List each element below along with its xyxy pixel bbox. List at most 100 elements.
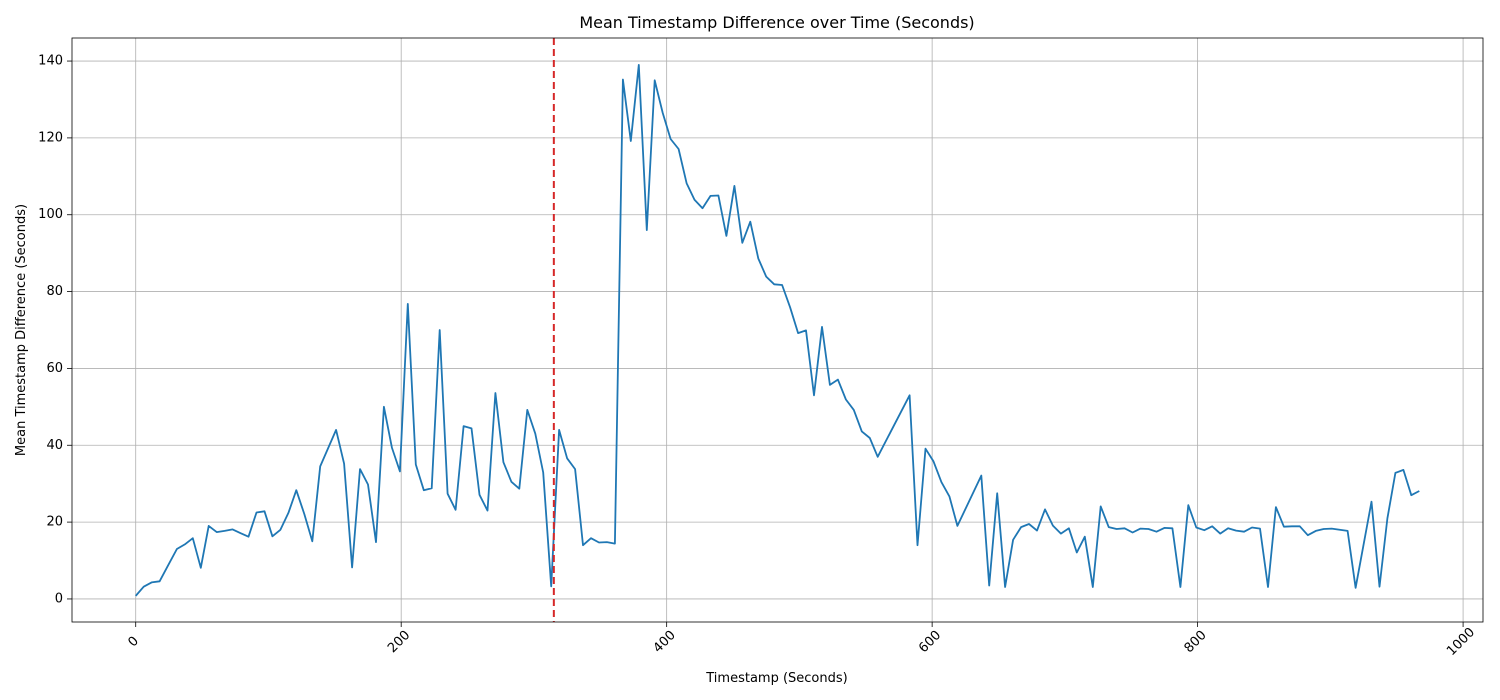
data-point <box>1148 528 1150 530</box>
data-point <box>447 493 449 495</box>
y-tick-label: 120 <box>38 130 63 145</box>
data-point <box>1211 525 1213 527</box>
x-tick-label: 200 <box>385 628 413 656</box>
data-point <box>208 525 210 527</box>
data-point <box>678 148 680 150</box>
data-point <box>1020 526 1022 528</box>
data-point <box>574 468 576 470</box>
data-point <box>1140 528 1142 530</box>
data-point <box>375 541 377 543</box>
data-point <box>1004 586 1006 588</box>
data-point <box>455 509 457 511</box>
ticks: 0 200 400 600 800 1000 0 20 40 60 80 100 120 140 <box>38 54 1478 659</box>
data-point <box>1307 534 1309 536</box>
data-point <box>1060 533 1062 535</box>
data-point <box>471 427 473 429</box>
data-point <box>558 429 560 431</box>
data-point <box>853 409 855 411</box>
data-point <box>1044 508 1046 510</box>
data-point <box>542 472 544 474</box>
data-point <box>550 585 552 587</box>
data-point <box>1315 530 1317 532</box>
data-point <box>367 484 369 486</box>
data-point <box>1219 533 1221 535</box>
data-point <box>1355 587 1357 589</box>
data-point <box>1227 527 1229 529</box>
data-point <box>1179 586 1181 588</box>
grid <box>72 38 1483 622</box>
data-point <box>359 468 361 470</box>
data-point <box>925 448 927 450</box>
data-point <box>566 457 568 459</box>
data-point <box>1251 527 1253 529</box>
y-tick-label: 40 <box>46 438 63 453</box>
data-point <box>686 182 688 184</box>
data-point <box>1386 517 1388 519</box>
data-point <box>1068 527 1070 529</box>
y-tick-label: 80 <box>46 284 63 299</box>
data-point <box>1267 586 1269 588</box>
data-point <box>606 541 608 543</box>
data-point <box>933 460 935 462</box>
x-tick-label: 600 <box>916 628 944 656</box>
data-point <box>407 303 409 305</box>
data-point <box>654 79 656 81</box>
y-tick-label: 20 <box>46 515 63 530</box>
data-point <box>151 581 153 583</box>
data-point <box>948 495 950 497</box>
data-point <box>757 258 759 260</box>
data-point <box>670 138 672 140</box>
data-point <box>518 488 520 490</box>
data-point <box>988 585 990 587</box>
data-point <box>335 429 337 431</box>
data-point <box>526 409 528 411</box>
data-point <box>167 565 169 567</box>
data-point <box>829 384 831 386</box>
data-point <box>1371 501 1373 503</box>
data-point <box>176 548 178 550</box>
data-point <box>781 284 783 286</box>
y-tick-label: 100 <box>38 207 63 222</box>
data-point <box>741 242 743 244</box>
data-point <box>383 406 385 408</box>
data-point <box>1331 528 1333 530</box>
data-point <box>1108 526 1110 528</box>
data-point <box>463 425 465 427</box>
data-point <box>622 79 624 81</box>
data-point <box>1132 532 1134 534</box>
data-point <box>909 394 911 396</box>
series-line <box>135 64 1420 597</box>
data-point <box>1418 490 1420 492</box>
data-point <box>725 235 727 237</box>
data-point <box>224 530 226 532</box>
data-point <box>694 199 696 201</box>
data-point <box>240 532 242 534</box>
x-tick-label: 0 <box>125 634 141 650</box>
data-point <box>1259 528 1261 530</box>
data-point <box>271 535 273 537</box>
data-point <box>717 195 719 197</box>
data-point <box>956 525 958 527</box>
data-point <box>733 185 735 187</box>
data-point <box>598 542 600 544</box>
data-point <box>200 567 202 569</box>
data-point <box>1410 494 1412 496</box>
data-point <box>662 112 664 114</box>
data-point <box>423 489 425 491</box>
data-point <box>996 492 998 494</box>
data-point <box>279 529 281 531</box>
data-point <box>614 543 616 545</box>
data-point <box>391 447 393 449</box>
plot-frame <box>71 37 1484 623</box>
data-point <box>797 332 799 334</box>
data-point <box>184 543 186 545</box>
data-point <box>917 544 919 546</box>
data-point <box>256 512 258 514</box>
data-point <box>303 513 305 515</box>
data-point <box>1076 552 1078 554</box>
data-point <box>837 379 839 381</box>
data-point <box>1036 530 1038 532</box>
data-point <box>248 536 250 538</box>
data-point <box>1275 506 1277 508</box>
